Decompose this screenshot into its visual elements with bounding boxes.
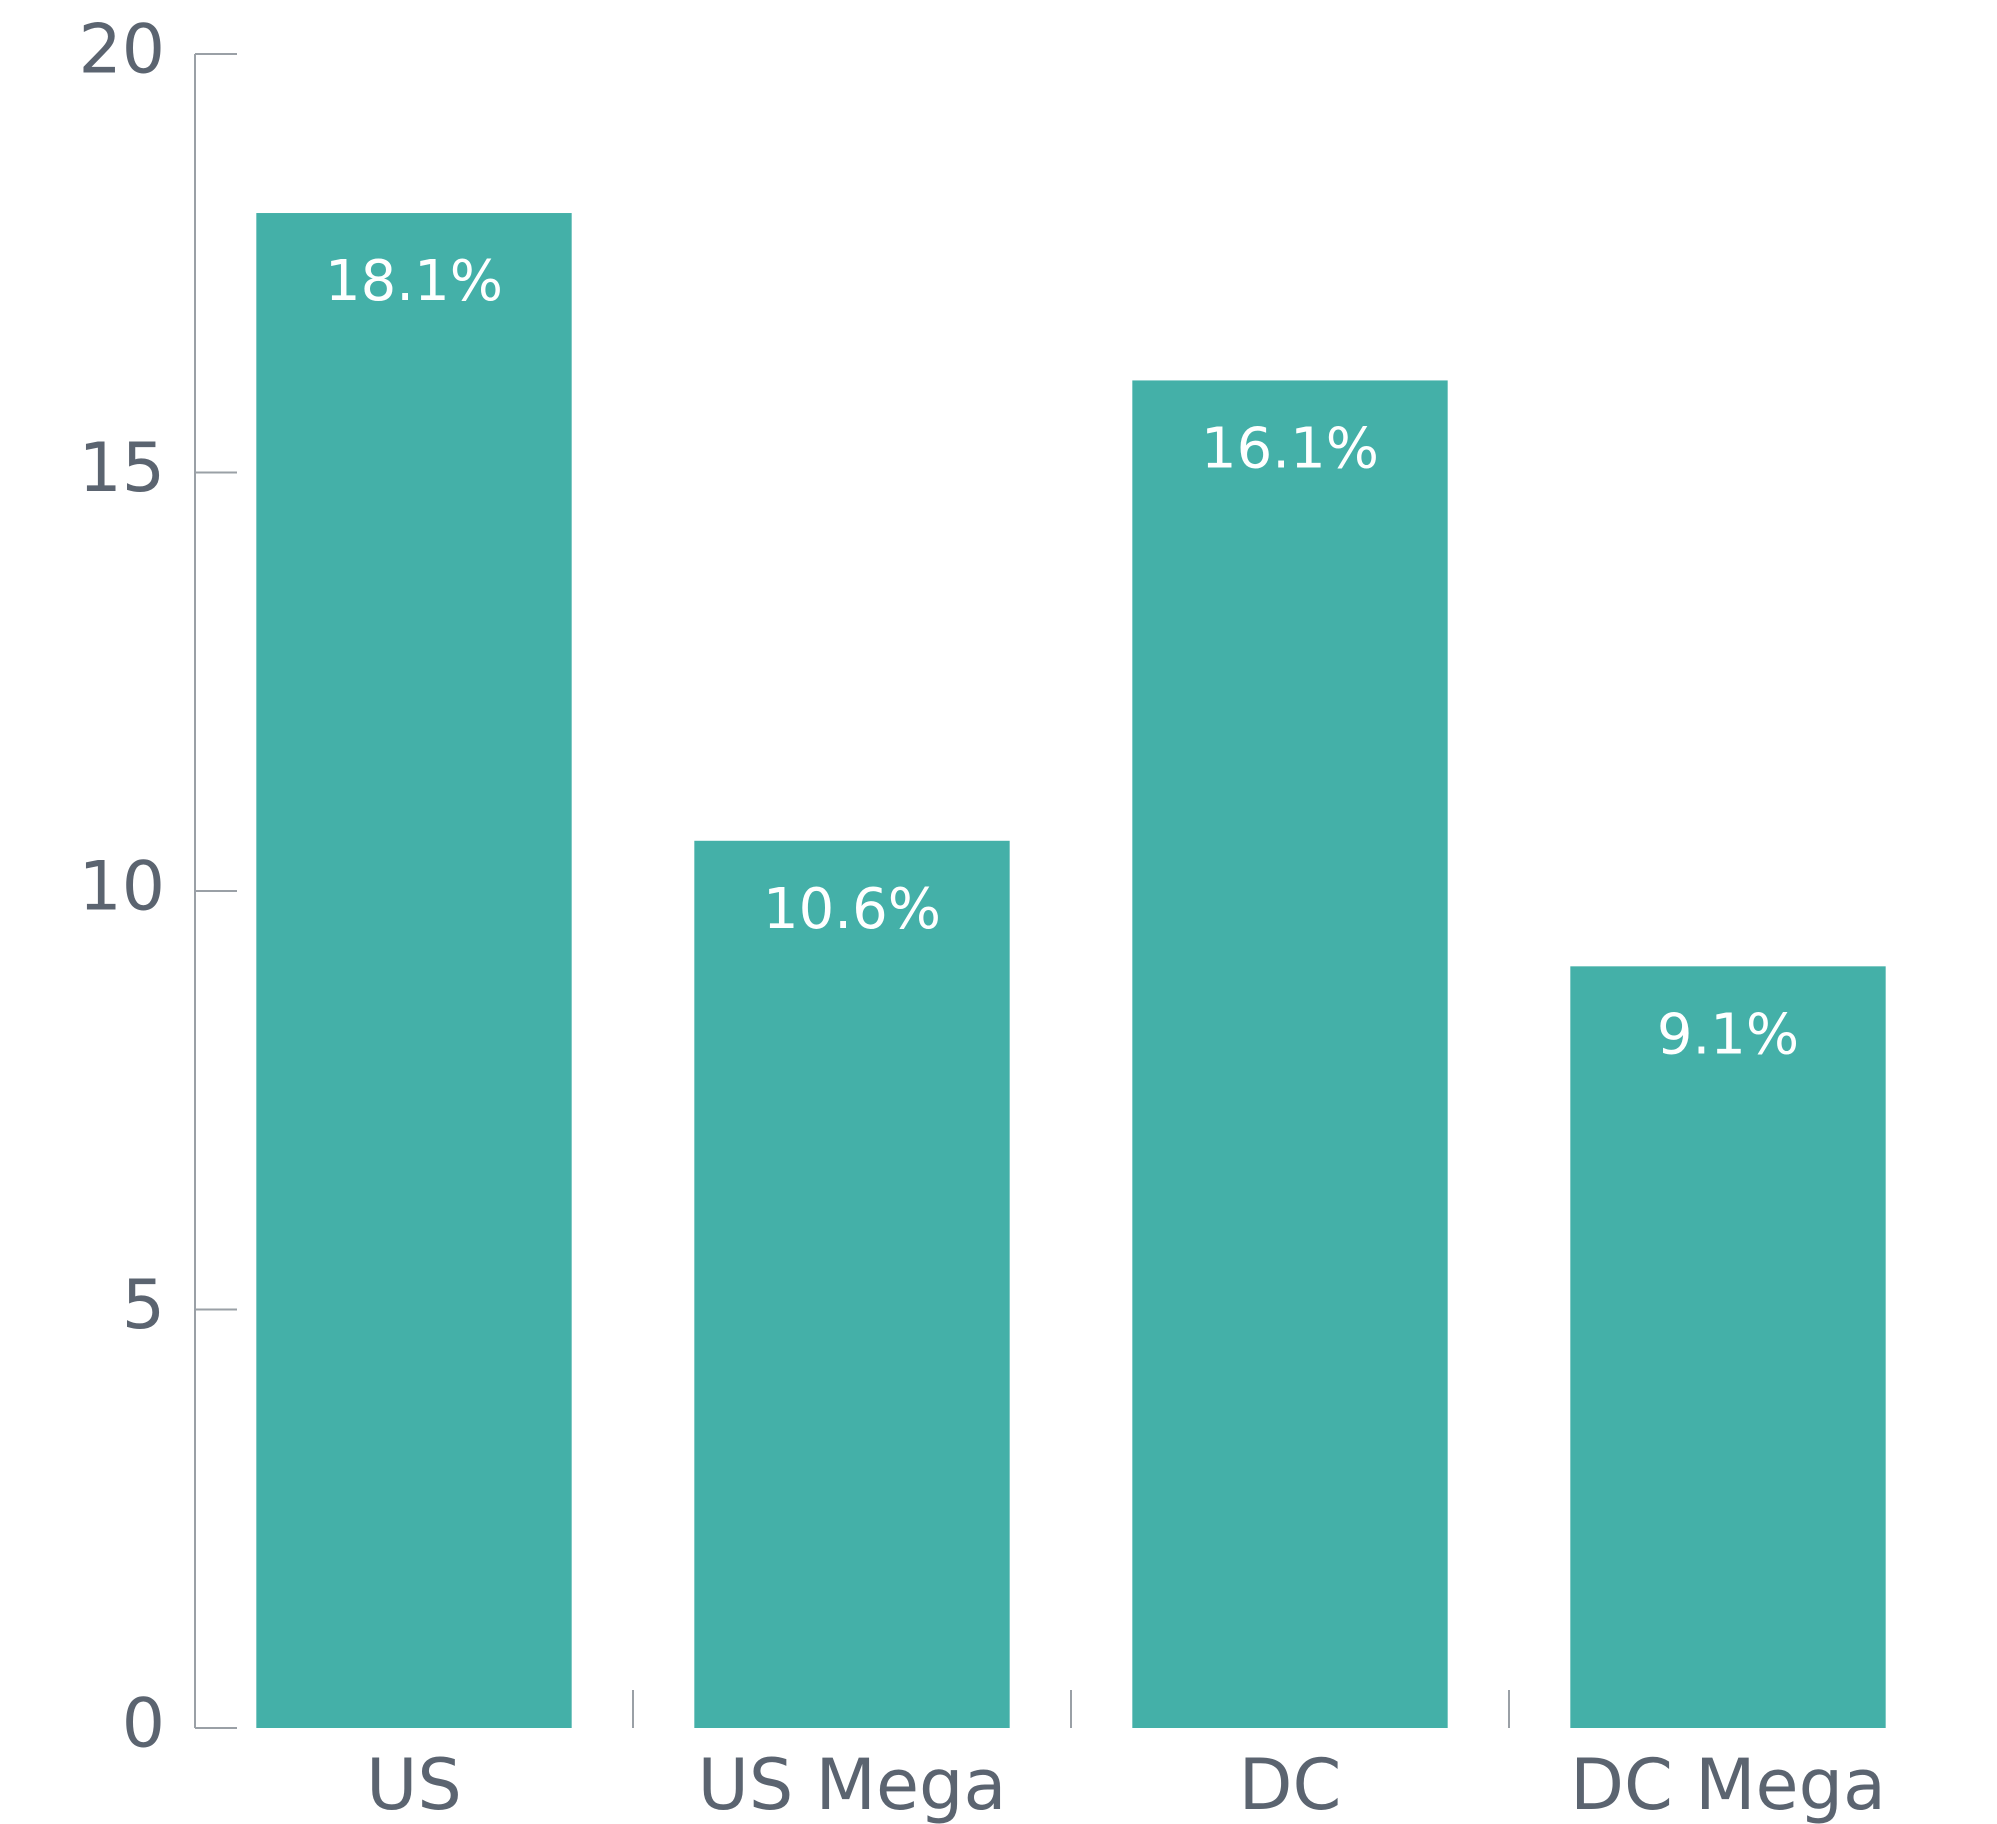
x-tick-label: US Mega [698,1744,1007,1824]
value-label: 18.1% [325,249,503,314]
x-tick-label: DC Mega [1570,1744,1886,1824]
bar [256,213,572,1728]
x-tick-label: DC [1239,1744,1342,1824]
value-label: 9.1% [1657,1002,1799,1067]
value-label: 10.6% [763,877,941,942]
value-label: 16.1% [1201,417,1379,482]
bar [1132,380,1448,1729]
bar [694,840,1010,1728]
y-tick-label: 15 [78,429,165,508]
y-tick-label: 0 [122,1685,165,1764]
y-tick-label: 20 [78,11,165,90]
bar [1570,966,1886,1728]
y-tick-label: 10 [78,848,165,927]
x-tick-label: US [366,1744,462,1824]
y-tick-label: 5 [122,1266,165,1345]
